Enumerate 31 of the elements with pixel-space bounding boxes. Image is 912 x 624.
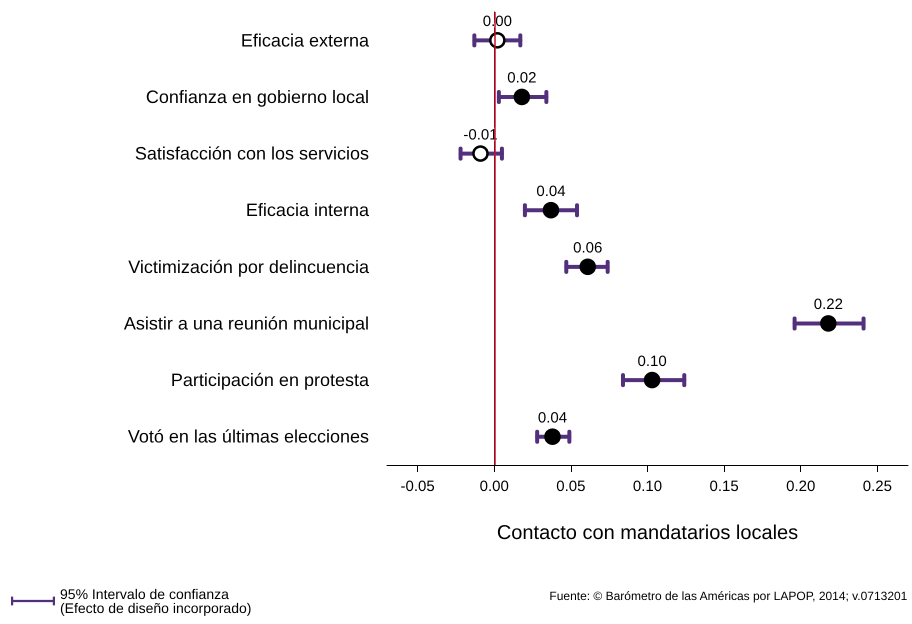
- data-label: 0.02: [507, 70, 536, 87]
- data-label: 0.10: [637, 352, 667, 370]
- data-label: 0.04: [538, 409, 568, 426]
- point: [544, 428, 561, 445]
- point: [580, 258, 596, 276]
- y-tick-label: Eficacia externa: [240, 30, 370, 50]
- x-tick-label: 0.15: [710, 478, 739, 495]
- y-tick-label: Eficacia interna: [246, 200, 370, 220]
- data-label: 0.04: [536, 182, 566, 200]
- data-label: 0.06: [573, 240, 602, 257]
- x-axis-title: Contacto con mandatarios locales: [496, 522, 798, 544]
- point: [514, 88, 530, 106]
- x-tick-label: 0.00: [480, 478, 509, 495]
- x-tick-label: 0.20: [786, 478, 816, 495]
- y-tick-label: Asistir a una reunión municipal: [124, 313, 369, 334]
- x-tick-label: 0.10: [632, 478, 662, 495]
- y-tick-label: Satisfacción con los servicios: [134, 144, 369, 164]
- y-tick-label: Victimización por delincuencia: [128, 256, 370, 277]
- source-note: Fuente: © Barómetro de las Américas por LAPOP, 2014; v.0713201: [549, 589, 908, 603]
- point: [472, 145, 489, 162]
- point: [820, 315, 837, 332]
- data-label: 0.22: [814, 296, 843, 314]
- y-tick-label: Participación en protesta: [170, 370, 370, 390]
- point: [644, 372, 660, 388]
- x-tick-label: -0.05: [400, 478, 435, 495]
- text: 95% Intervalo de confianza (Efecto de diseño incorporado): [60, 586, 252, 616]
- x-tick-label: 0.25: [862, 478, 892, 495]
- y-tick-label: Confianza en gobierno local: [146, 86, 369, 107]
- y-tick-label: Votó en las últimas elecciones: [128, 426, 369, 447]
- x-tick-label: 0.05: [556, 478, 586, 495]
- point: [542, 202, 560, 218]
